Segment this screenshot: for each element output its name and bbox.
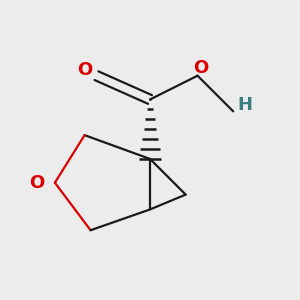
Text: O: O	[193, 59, 208, 77]
Text: O: O	[29, 174, 45, 192]
Text: O: O	[77, 61, 92, 79]
Text: H: H	[238, 96, 253, 114]
